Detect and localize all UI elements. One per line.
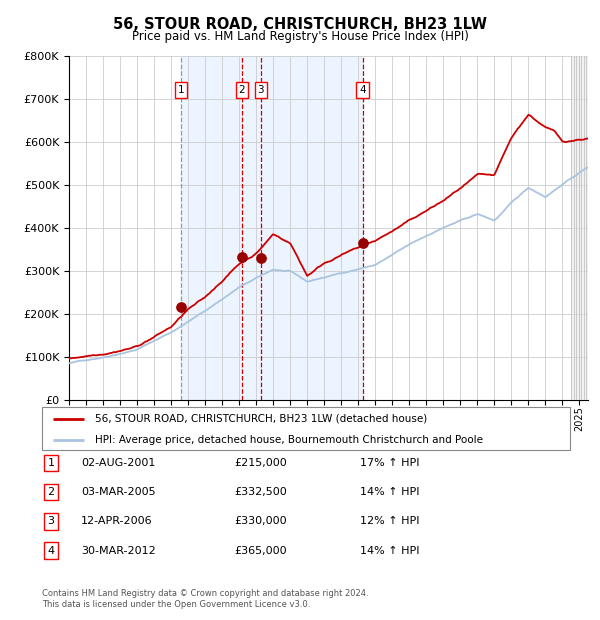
Text: 02-AUG-2001: 02-AUG-2001 [81,458,155,468]
Point [358,238,367,248]
Text: 56, STOUR ROAD, CHRISTCHURCH, BH23 1LW: 56, STOUR ROAD, CHRISTCHURCH, BH23 1LW [113,17,487,32]
Text: 3: 3 [257,85,264,95]
Text: 4: 4 [359,85,366,95]
Text: 12-APR-2006: 12-APR-2006 [81,516,152,526]
Text: £365,000: £365,000 [234,546,287,556]
Text: £215,000: £215,000 [234,458,287,468]
Bar [571,56,590,400]
Point [237,252,247,262]
Text: 1: 1 [178,85,184,95]
Text: 3: 3 [47,516,55,526]
Text: Price paid vs. HM Land Registry's House Price Index (HPI): Price paid vs. HM Land Registry's House … [131,30,469,43]
Text: £330,000: £330,000 [234,516,287,526]
FancyBboxPatch shape [42,407,570,450]
Text: 56, STOUR ROAD, CHRISTCHURCH, BH23 1LW (detached house): 56, STOUR ROAD, CHRISTCHURCH, BH23 1LW (… [95,414,427,423]
Text: Contains HM Land Registry data © Crown copyright and database right 2024.
This d: Contains HM Land Registry data © Crown c… [42,590,368,609]
Text: 30-MAR-2012: 30-MAR-2012 [81,546,156,556]
Point [256,253,266,263]
Text: 17% ↑ HPI: 17% ↑ HPI [360,458,419,468]
Text: 2: 2 [239,85,245,95]
Text: 2: 2 [47,487,55,497]
Text: 4: 4 [47,546,55,556]
Text: 14% ↑ HPI: 14% ↑ HPI [360,487,419,497]
Bar [181,56,362,400]
Text: 03-MAR-2005: 03-MAR-2005 [81,487,155,497]
Text: 14% ↑ HPI: 14% ↑ HPI [360,546,419,556]
Text: HPI: Average price, detached house, Bournemouth Christchurch and Poole: HPI: Average price, detached house, Bour… [95,435,483,445]
Text: 1: 1 [47,458,55,468]
Point [176,303,186,312]
Text: 12% ↑ HPI: 12% ↑ HPI [360,516,419,526]
Text: £332,500: £332,500 [234,487,287,497]
